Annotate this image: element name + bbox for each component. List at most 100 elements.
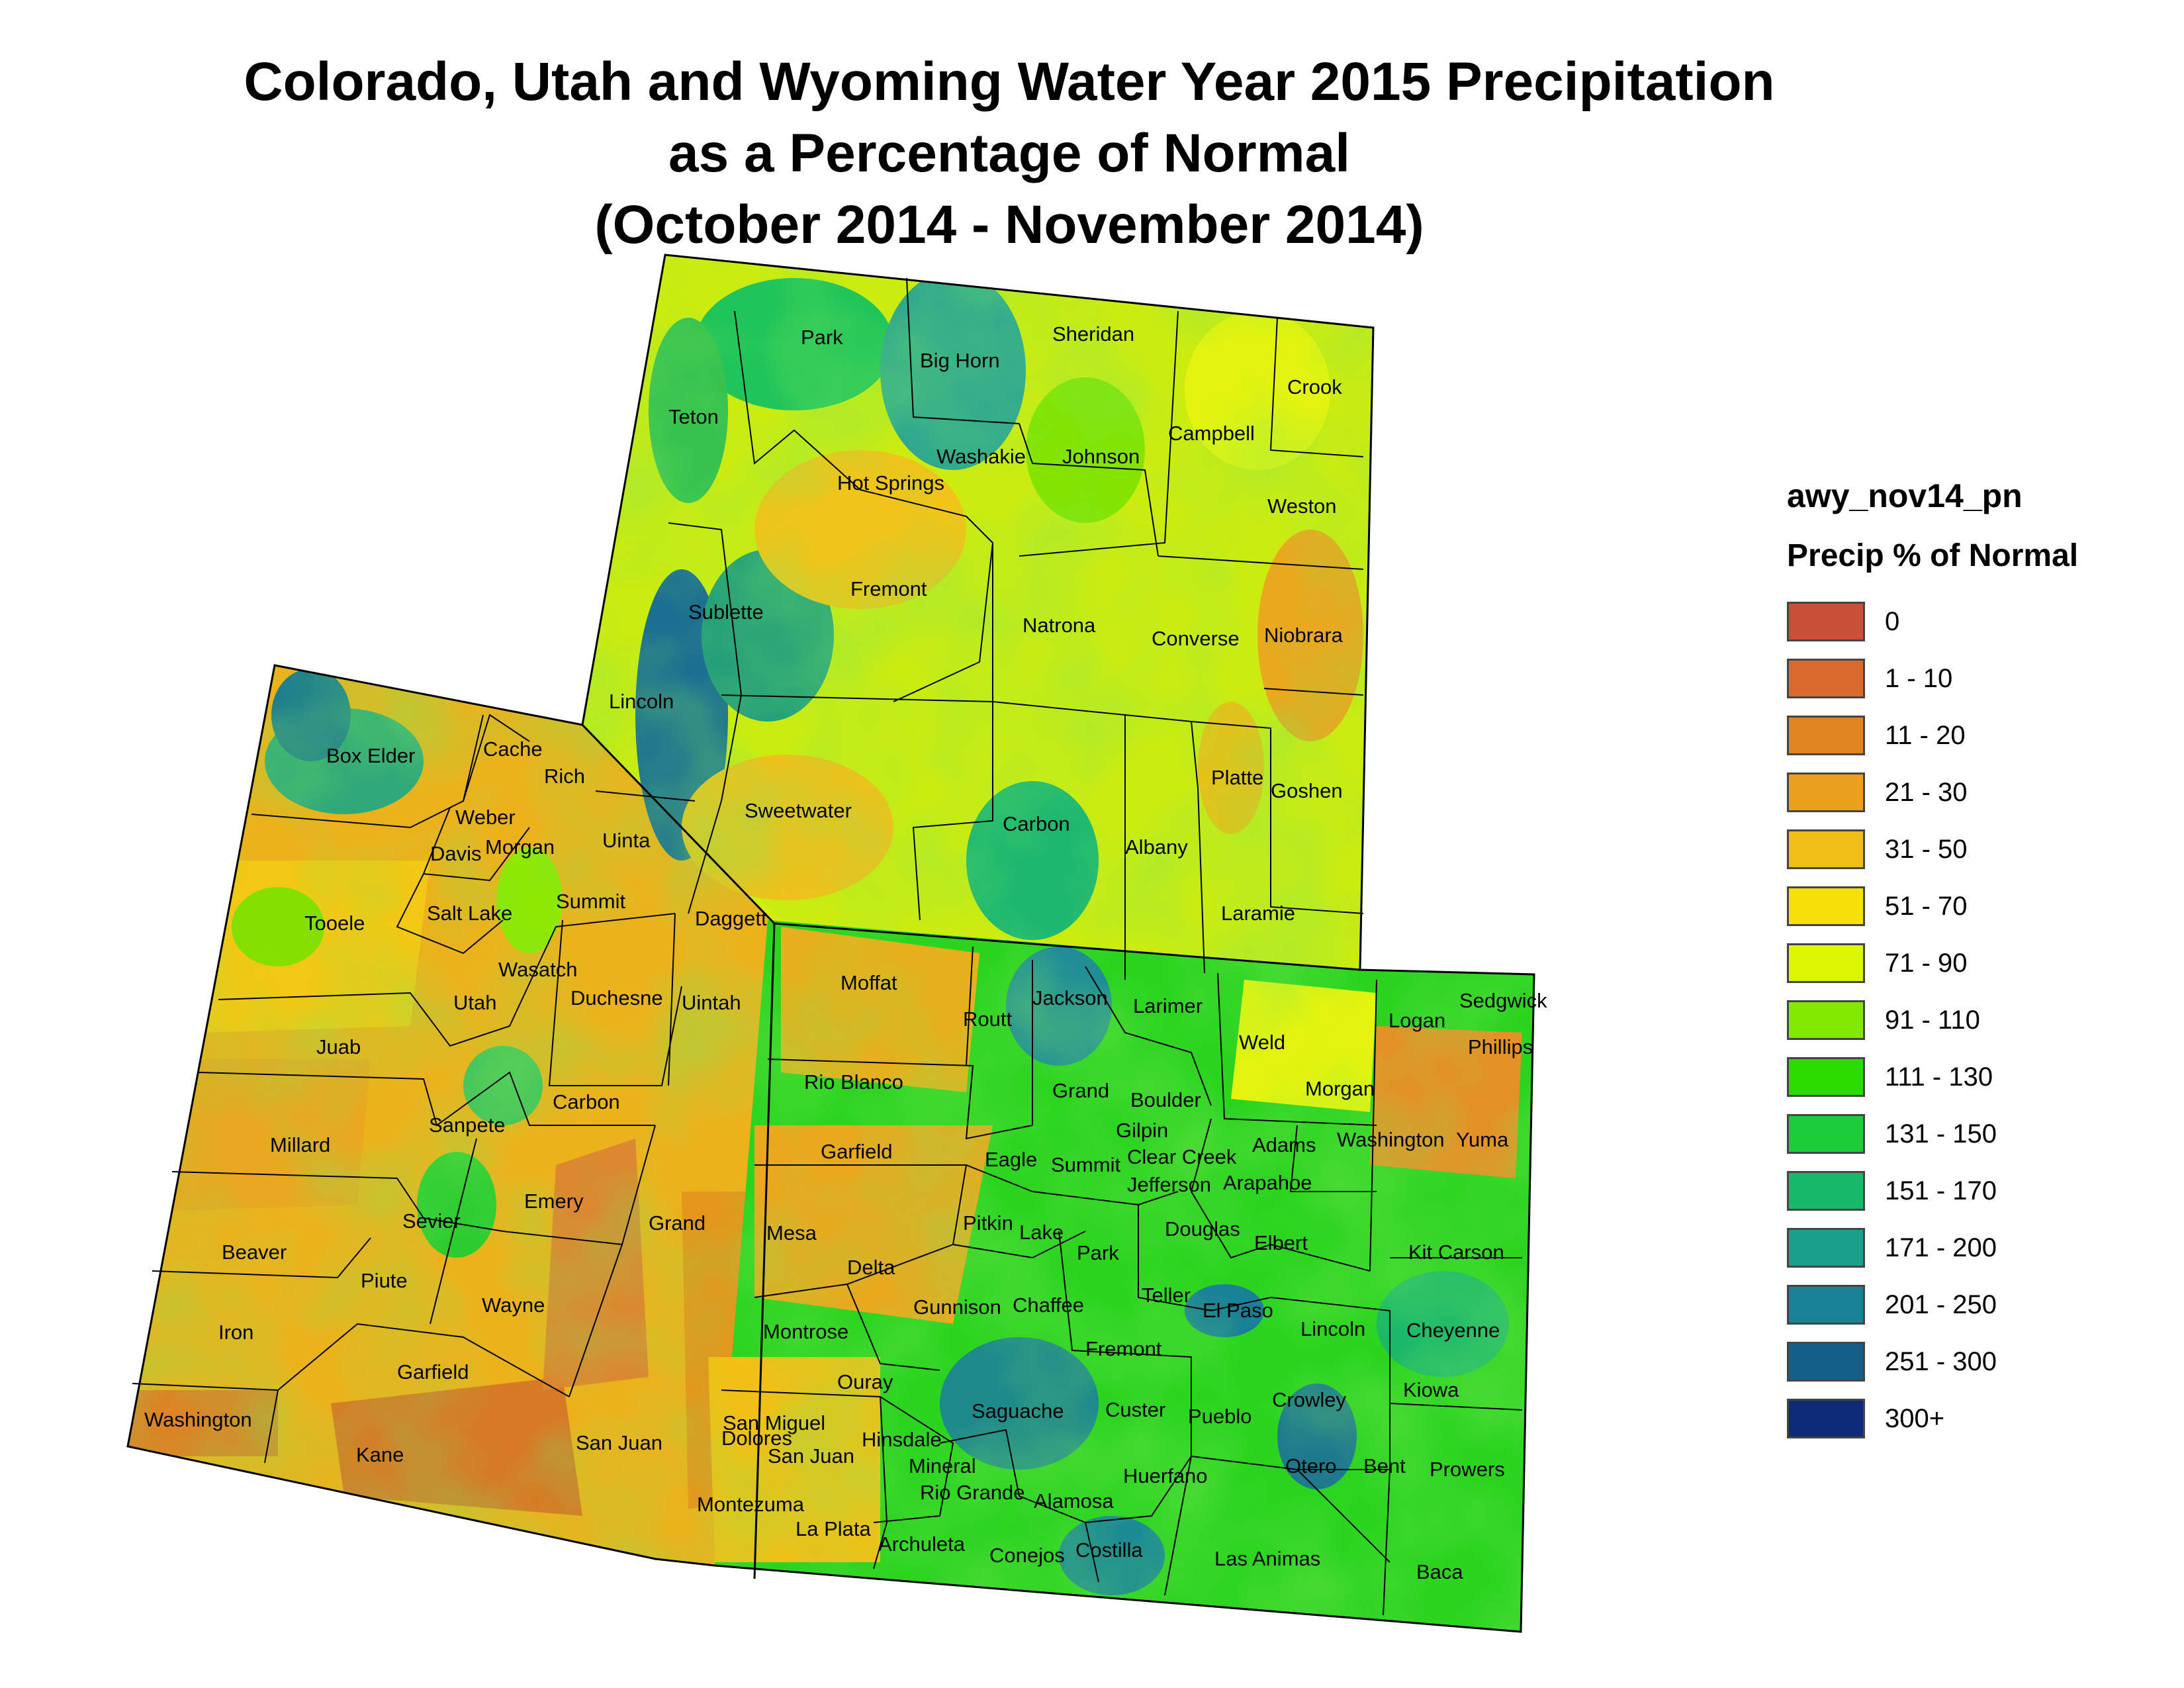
- county-label: Rio Grande: [920, 1481, 1025, 1504]
- county-label: Delta: [847, 1256, 895, 1279]
- county-label: Emery: [524, 1190, 584, 1213]
- legend-swatch: [1787, 886, 1865, 926]
- legend-item: 0: [1787, 593, 2158, 650]
- legend-label: 31 - 50: [1885, 834, 1968, 864]
- county-label: Gunnison: [913, 1295, 1001, 1319]
- legend-item: 131 - 150: [1787, 1105, 2158, 1162]
- county-label: Sedgwick: [1459, 989, 1547, 1012]
- legend-swatch: [1787, 1171, 1865, 1211]
- legend-swatch: [1787, 1057, 1865, 1097]
- county-label: Garfield: [397, 1360, 469, 1383]
- county-label: Sweetwater: [745, 799, 852, 822]
- county-label: Weber: [455, 806, 516, 829]
- legend-swatch: [1787, 1285, 1865, 1325]
- county-label: Archuleta: [878, 1532, 966, 1556]
- county-label: Duchesne: [570, 986, 663, 1009]
- legend-label: 131 - 150: [1885, 1119, 1997, 1149]
- county-label: Sublette: [688, 600, 764, 624]
- county-label: Washakie: [936, 445, 1026, 468]
- legend-title: Precip % of Normal: [1787, 538, 2079, 573]
- county-label: Crook: [1287, 375, 1342, 399]
- legend-label: 251 - 300: [1885, 1346, 1997, 1376]
- legend-items: 0 1 - 10 11 - 20 21 - 30 31 - 50 51 - 70 71 - …: [1787, 593, 2158, 1447]
- county-label: Wayne: [482, 1293, 545, 1317]
- county-label: Converse: [1152, 627, 1240, 650]
- county-label: Platte: [1211, 766, 1263, 789]
- legend-swatch: [1787, 943, 1865, 983]
- county-label: Crowley: [1272, 1388, 1346, 1411]
- county-label: Teller: [1142, 1284, 1191, 1307]
- legend-item: 300+: [1787, 1390, 2158, 1447]
- county-label: Niobrara: [1264, 624, 1343, 647]
- county-label: Wasatch: [498, 958, 577, 981]
- legend-item: 251 - 300: [1787, 1333, 2158, 1390]
- county-label: Cheyenne: [1406, 1319, 1500, 1342]
- county-label: Rio Blanco: [804, 1070, 903, 1094]
- county-label: Hot Springs: [837, 471, 944, 494]
- county-label: Arapahoe: [1223, 1171, 1312, 1194]
- county-label: Custer: [1105, 1398, 1165, 1421]
- county-label: Salt Lake: [427, 902, 512, 925]
- county-label: Teton: [668, 405, 719, 428]
- title-line-3: (October 2014 - November 2014): [594, 195, 1424, 255]
- county-label: Montezuma: [697, 1493, 805, 1516]
- county-label: Sheridan: [1052, 322, 1134, 346]
- county-label: Box Elder: [326, 744, 415, 767]
- legend-item: 151 - 170: [1787, 1162, 2158, 1219]
- legend-label: 201 - 250: [1885, 1289, 1997, 1319]
- county-label: Grand: [1052, 1079, 1109, 1102]
- county-label: Grand: [649, 1211, 705, 1235]
- legend-label: 151 - 170: [1885, 1176, 1997, 1205]
- county-label: Otero: [1285, 1454, 1337, 1477]
- county-label: Albany: [1125, 835, 1188, 859]
- county-label: Uinta: [602, 829, 651, 852]
- legend-item: 201 - 250: [1787, 1276, 2158, 1333]
- legend-item: 91 - 110: [1787, 992, 2158, 1049]
- county-label: Conejos: [989, 1544, 1065, 1567]
- legend-label: 71 - 90: [1885, 948, 1968, 978]
- county-label: Beaver: [222, 1241, 287, 1264]
- county-label: Weld: [1239, 1031, 1285, 1054]
- county-label: Yuma: [1456, 1128, 1509, 1151]
- county-label: Eagle: [985, 1148, 1037, 1171]
- legend-swatch: [1787, 659, 1865, 698]
- county-label: Pueblo: [1188, 1405, 1252, 1428]
- legend-swatch: [1787, 1228, 1865, 1268]
- county-label: Jefferson: [1127, 1173, 1211, 1196]
- legend-label: 111 - 130: [1885, 1062, 1993, 1092]
- county-labels: Park Big Horn Sheridan Crook Teton Washa…: [144, 322, 1547, 1583]
- legend-swatch: [1787, 773, 1865, 812]
- legend-item: 1 - 10: [1787, 650, 2158, 707]
- county-label: Sanpete: [429, 1113, 506, 1137]
- county-label: Park: [1077, 1241, 1119, 1264]
- county-label: Adams: [1252, 1133, 1316, 1156]
- county-label: Kiowa: [1403, 1378, 1459, 1401]
- map-title: Colorado, Utah and Wyoming Water Year 20…: [132, 46, 1886, 261]
- legend-item: 171 - 200: [1787, 1219, 2158, 1276]
- county-label: Natrona: [1023, 614, 1096, 637]
- county-label: Lake: [1019, 1221, 1064, 1244]
- county-label: Ouray: [837, 1370, 893, 1393]
- county-label: Prowers: [1430, 1458, 1505, 1481]
- legend-label: 11 - 20: [1885, 720, 1966, 750]
- legend-item: 11 - 20: [1787, 707, 2158, 764]
- county-label: Millard: [270, 1133, 330, 1156]
- county-label: Carbon: [1003, 812, 1070, 835]
- county-label: Morgan: [1305, 1077, 1375, 1100]
- county-label: Summit: [556, 890, 625, 913]
- county-label: Morgan: [485, 835, 555, 859]
- legend-label: 1 - 10: [1885, 663, 1953, 693]
- county-label: Montrose: [763, 1320, 848, 1343]
- county-label: Lincoln: [1300, 1317, 1365, 1340]
- county-label: Summit: [1051, 1153, 1120, 1176]
- county-label: Iron: [218, 1321, 253, 1344]
- county-label: El Paso: [1203, 1299, 1273, 1322]
- legend-item: 31 - 50: [1787, 821, 2158, 878]
- county-label: Rich: [544, 765, 585, 788]
- county-label: Kit Carson: [1408, 1241, 1504, 1264]
- legend-item: 51 - 70: [1787, 878, 2158, 935]
- legend-label: 0: [1885, 606, 1900, 636]
- county-label: Kane: [356, 1443, 404, 1466]
- title-line-1: Colorado, Utah and Wyoming Water Year 20…: [244, 52, 1775, 112]
- county-label: Carbon: [553, 1090, 620, 1113]
